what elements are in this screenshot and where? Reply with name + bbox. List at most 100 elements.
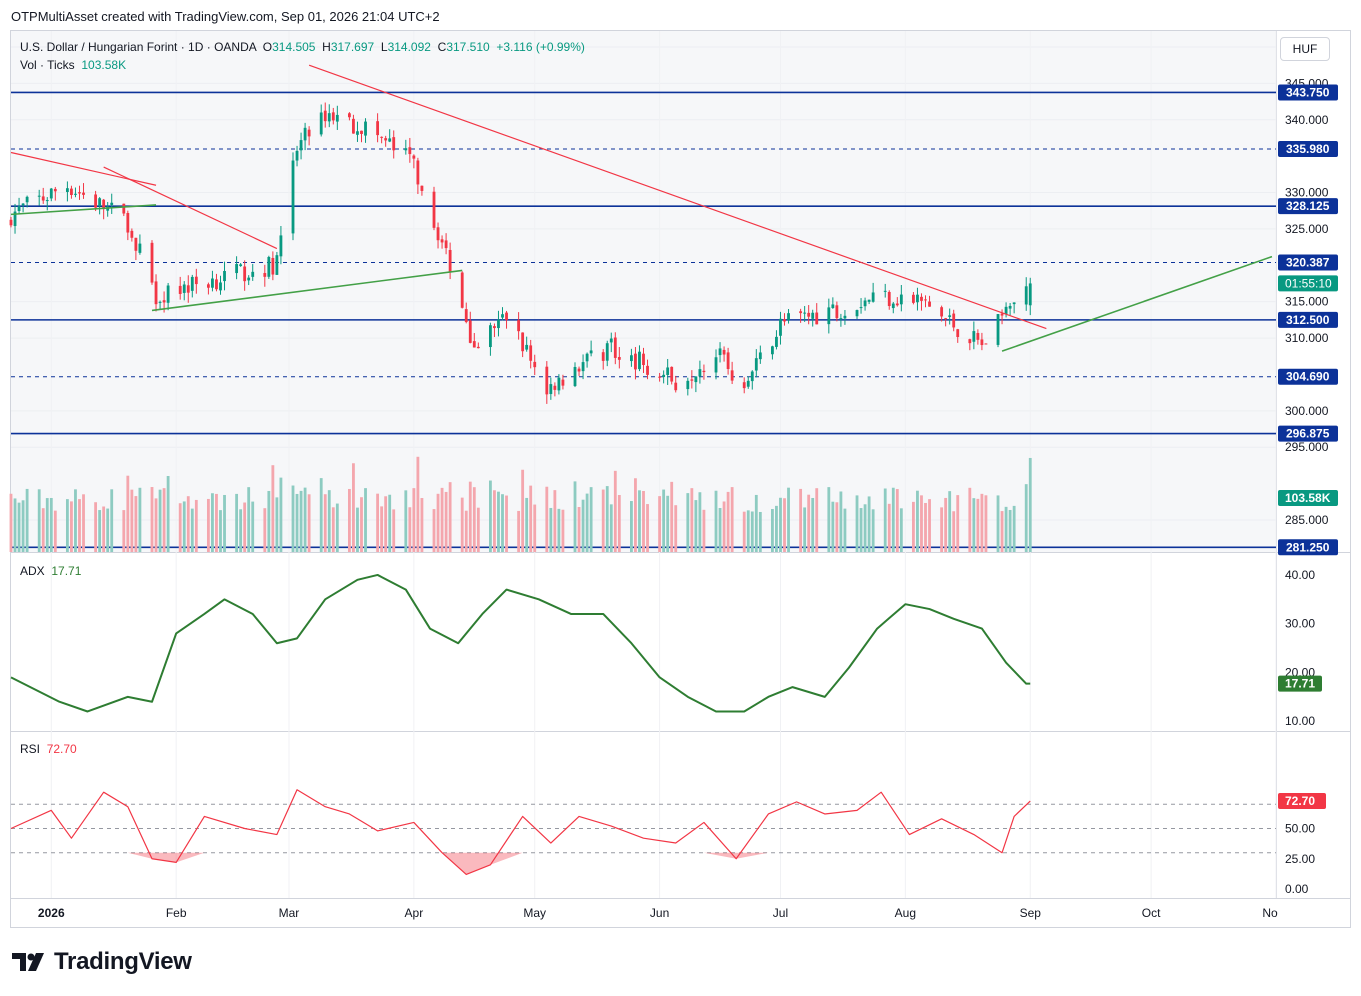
volume-bar <box>827 487 831 552</box>
candle-body <box>585 353 589 362</box>
volume-bar <box>916 490 919 552</box>
candle-body <box>609 338 613 343</box>
candle-body <box>758 352 762 360</box>
volume-bar <box>722 501 726 552</box>
candle-body <box>468 320 472 343</box>
candle-body <box>722 349 726 355</box>
volume-bar <box>867 496 871 552</box>
volume-bar <box>891 487 895 552</box>
price-level-tag <box>1278 425 1338 442</box>
candle-body <box>686 380 690 390</box>
volume-bar <box>690 488 694 552</box>
volume-bar <box>497 491 500 552</box>
volume-bar <box>364 488 367 552</box>
candle-body <box>984 343 988 345</box>
volume-bar <box>9 493 13 552</box>
candle-body <box>638 351 641 370</box>
volume-bar <box>376 493 380 552</box>
candle-body <box>323 110 327 122</box>
candle-body <box>771 346 774 355</box>
volume-bar <box>53 510 57 552</box>
volume-bar <box>670 481 674 552</box>
candle-body <box>754 358 758 371</box>
volume-bar <box>1028 457 1032 552</box>
volume-bar <box>984 495 988 552</box>
volume-bar <box>327 490 331 552</box>
rsi-value: 72.70 <box>46 742 77 756</box>
candle-body <box>634 353 637 370</box>
price-tick-label: 300.000 <box>1285 404 1329 418</box>
rsi-label: RSI <box>20 742 41 756</box>
candle-body <box>384 138 388 141</box>
candle-body <box>360 130 363 134</box>
volume-bar <box>263 508 267 552</box>
volume-bar <box>150 487 154 552</box>
candle-body <box>25 196 29 203</box>
volume-label: Vol · Ticks <box>20 58 75 72</box>
candle-body <box>662 374 666 378</box>
chart-frame <box>10 30 1351 928</box>
volume-bar <box>545 486 549 552</box>
candle-body <box>1028 283 1032 306</box>
candle-body <box>521 332 525 352</box>
rsi-tick-label: 50.00 <box>1285 822 1315 836</box>
candle-body <box>1008 305 1012 309</box>
candle-body <box>839 318 843 320</box>
candle-body <box>444 240 448 249</box>
volume-bar <box>859 508 863 552</box>
volume-bar <box>871 509 875 552</box>
candle-body <box>436 227 440 241</box>
price-level-tag <box>1278 368 1338 385</box>
price-level-tag <box>1278 84 1338 101</box>
candle-body <box>489 325 492 348</box>
candle-body <box>275 255 279 275</box>
currency-unit-button[interactable]: HUF <box>1280 37 1330 61</box>
volume-bar <box>674 505 678 552</box>
volume-bar <box>609 504 613 552</box>
volume-bar <box>835 502 839 552</box>
candle-body <box>299 140 303 151</box>
candle-body <box>658 376 662 378</box>
volume-bar <box>98 510 102 552</box>
volume-bar <box>750 511 754 552</box>
adx-label: ADX <box>20 564 45 578</box>
volume-bar <box>110 489 114 552</box>
candle-body <box>972 331 976 342</box>
candle-body <box>920 296 923 301</box>
candle-body <box>327 113 331 122</box>
volume-bar <box>440 487 444 552</box>
volume-bar <box>613 470 617 552</box>
candle-body <box>392 137 396 151</box>
volume-bar <box>279 477 283 552</box>
volume-bar <box>899 508 903 552</box>
candle-body <box>211 278 214 288</box>
candle-body <box>891 303 895 309</box>
price-level-tag-label: 304.690 <box>1286 370 1330 384</box>
volume-bar <box>70 501 73 552</box>
candle-body <box>243 266 247 282</box>
candle-body <box>412 155 416 159</box>
volume-bar <box>746 510 750 552</box>
candle-body <box>529 345 533 361</box>
candle-body <box>448 249 452 273</box>
volume-bar <box>815 488 819 552</box>
volume-bar <box>948 491 952 552</box>
volume-bar <box>533 504 537 552</box>
price-tick-label: 295.000 <box>1285 440 1329 454</box>
volume-bar <box>839 491 843 552</box>
candle-body <box>162 300 166 303</box>
volume-bar <box>17 502 21 552</box>
candle-body <box>674 382 678 391</box>
candle-body <box>263 273 267 277</box>
volume-bar <box>863 504 867 552</box>
volume-bar <box>561 509 565 552</box>
candle-body <box>714 357 718 373</box>
candle-body <box>545 366 549 395</box>
volume-bar <box>239 509 243 552</box>
symbol-legend: U.S. Dollar / Hungarian Forint · 1D · OA… <box>20 40 585 54</box>
volume-bar <box>968 487 972 552</box>
volume-bar <box>476 507 480 552</box>
volume-bar <box>235 493 239 552</box>
candle-body <box>887 291 891 307</box>
